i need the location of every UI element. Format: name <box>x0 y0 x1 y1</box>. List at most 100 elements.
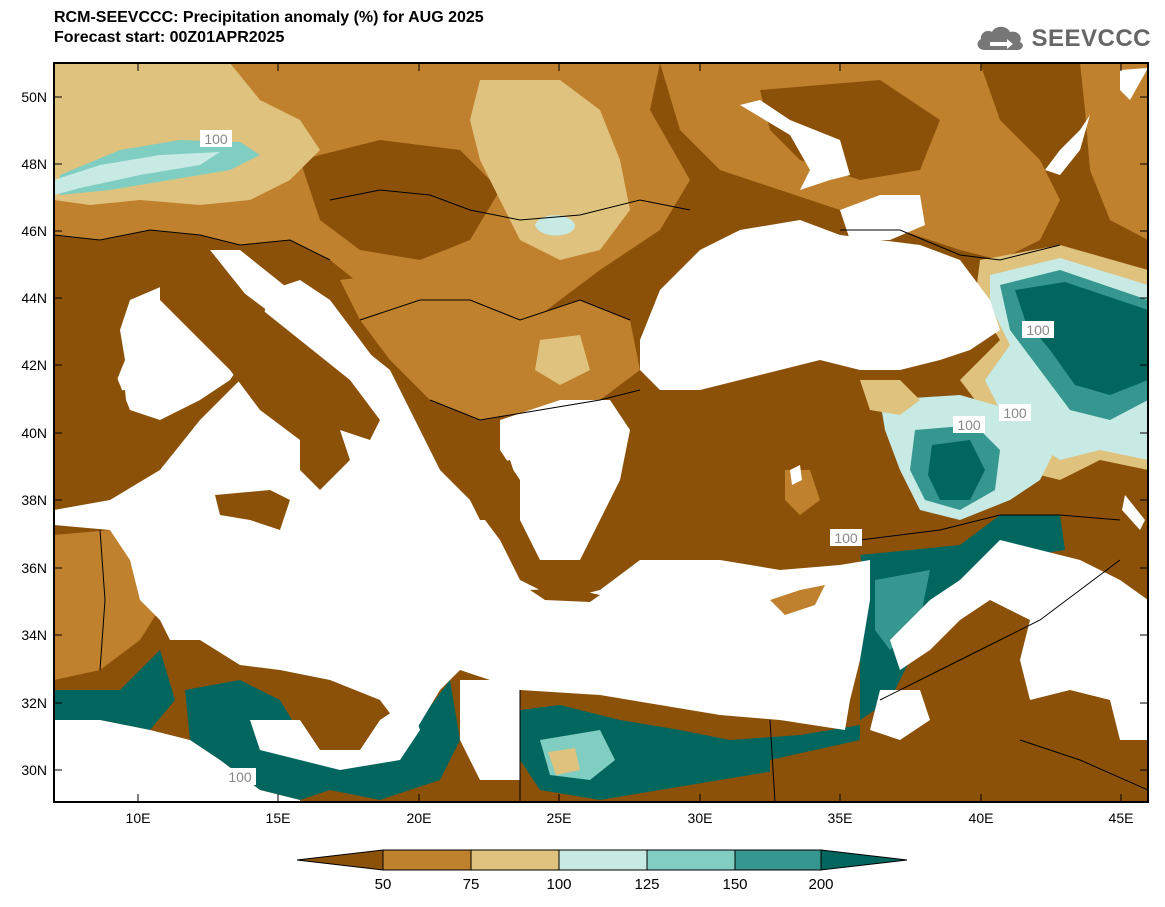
border-line <box>53 229 331 261</box>
svg-text:100: 100 <box>957 417 981 433</box>
lon-label: 15E <box>266 810 291 826</box>
svg-text:100: 100 <box>834 530 858 546</box>
land-peloponnese <box>470 460 520 520</box>
land-sardinia <box>88 390 130 470</box>
border-line <box>359 299 631 321</box>
colorbar-tick-label: 200 <box>808 876 833 893</box>
anomaly-area-tan-central <box>470 80 630 260</box>
contour-label: 100 <box>999 404 1031 421</box>
colorbar-tick-label: 125 <box>634 876 659 893</box>
border-line <box>879 559 1121 701</box>
anomaly-area-anatolia-darkteal <box>928 440 985 500</box>
no-data-libya <box>250 700 420 770</box>
colorbar-segment <box>646 849 736 871</box>
contour-label: 100 <box>830 529 862 546</box>
colorbar-segment <box>734 849 822 871</box>
land-crete <box>530 588 600 602</box>
sea-black <box>640 220 1000 390</box>
lon-label: 45E <box>1109 810 1134 826</box>
colorbar-segment <box>296 849 384 871</box>
title-line-1: RCM-SEEVCCC: Precipitation anomaly (%) f… <box>54 9 484 26</box>
anomaly-area-egypt-teal <box>520 705 860 800</box>
anomaly-area-north-dark <box>300 140 500 260</box>
borders <box>53 189 1149 803</box>
lat-label: 34N <box>21 627 47 643</box>
no-data-egypt <box>460 680 520 780</box>
anomaly-area-anatolia-tan <box>860 380 920 415</box>
lat-label: 50N <box>21 89 47 105</box>
border-line <box>429 389 641 421</box>
lat-label: 32N <box>21 695 47 711</box>
svg-text:100: 100 <box>1026 322 1050 338</box>
border-line <box>1019 739 1149 791</box>
anomaly-area-carpathian-light <box>535 215 575 236</box>
contour-label: 100 <box>224 768 256 785</box>
lat-label: 36N <box>21 560 47 576</box>
border-line <box>840 229 1061 261</box>
anomaly-area-north-africa-teal <box>54 650 175 730</box>
lon-label: 10E <box>126 810 151 826</box>
contour-label: 100 <box>953 416 985 433</box>
no-data-ukraine-streak <box>740 100 850 190</box>
svg-text:100: 100 <box>204 131 228 147</box>
no-data-arabia <box>890 540 1148 740</box>
land-italy <box>160 250 380 490</box>
sea-aegean <box>500 400 630 560</box>
lat-label: 38N <box>21 492 47 508</box>
lat-label: 44N <box>21 290 47 306</box>
contour-labels: 100 100 100 100 100 100 <box>200 130 1054 785</box>
sea-azov <box>840 195 925 240</box>
colorbar-segment <box>558 849 648 871</box>
lat-label: 48N <box>21 156 47 172</box>
anomaly-area-egypt-tan <box>548 748 580 775</box>
lon-label: 35E <box>828 810 853 826</box>
no-data-anatolia-spot <box>790 465 802 485</box>
anomaly-area-caucasus-darkteal <box>1015 282 1148 395</box>
title-line-2: Forecast start: 00Z01APR2025 <box>54 29 285 46</box>
colorbar-tick-label: 75 <box>463 876 480 893</box>
seevccc-logo: SEEVCCC <box>973 22 1151 56</box>
cloud-arrow-icon <box>977 26 1024 50</box>
border-line <box>769 719 776 803</box>
lat-label: 40N <box>21 425 47 441</box>
lon-label: 40E <box>969 810 994 826</box>
border-line <box>859 514 1121 541</box>
anomaly-area-levant <box>860 515 1065 720</box>
contour-label: 100 <box>200 130 232 147</box>
anomaly-area-balkans-tan <box>535 335 590 385</box>
colorbar <box>296 849 908 871</box>
lon-label: 25E <box>547 810 572 826</box>
colorbar-tick-label: 100 <box>546 876 571 893</box>
colorbar-ticks: 50 75 100 125 150 200 <box>375 876 834 893</box>
contour-label: 100 <box>1022 321 1054 338</box>
colorbar-segment <box>470 849 560 871</box>
no-data-russia-streak-2 <box>1045 115 1090 175</box>
no-data-russia-streak <box>1120 68 1148 100</box>
no-data-syria <box>870 690 930 740</box>
svg-text:100: 100 <box>228 769 252 785</box>
colorbar-tick-label: 150 <box>722 876 747 893</box>
colorbar-segment <box>382 849 472 871</box>
no-data-iran-spot <box>1122 495 1145 530</box>
land-corsica <box>102 330 125 385</box>
lat-label: 30N <box>21 762 47 778</box>
border-line <box>99 529 106 671</box>
latitude-ticks <box>54 63 1148 802</box>
svg-text:100: 100 <box>1003 405 1027 421</box>
lon-label: 30E <box>688 810 713 826</box>
anomaly-area-far-east <box>1080 63 1148 240</box>
anomaly-area-levant-teal <box>875 570 930 650</box>
land-cyprus <box>770 585 825 615</box>
anomaly-area-alps-light <box>54 152 220 195</box>
border-line <box>329 189 691 221</box>
colorbar-segment <box>820 849 908 871</box>
colorbar-tick-label: 50 <box>375 876 392 893</box>
land-sicily <box>215 490 290 530</box>
lat-label: 42N <box>21 357 47 373</box>
map-title: RCM-SEEVCCC: Precipitation anomaly (%) f… <box>54 8 484 48</box>
lon-label: 20E <box>407 810 432 826</box>
anomaly-area-sinai-brown <box>770 740 1148 802</box>
longitude-axis: 10E 15E 20E 25E 30E 35E 40E 45E <box>126 810 1134 826</box>
lat-label: 46N <box>21 223 47 239</box>
